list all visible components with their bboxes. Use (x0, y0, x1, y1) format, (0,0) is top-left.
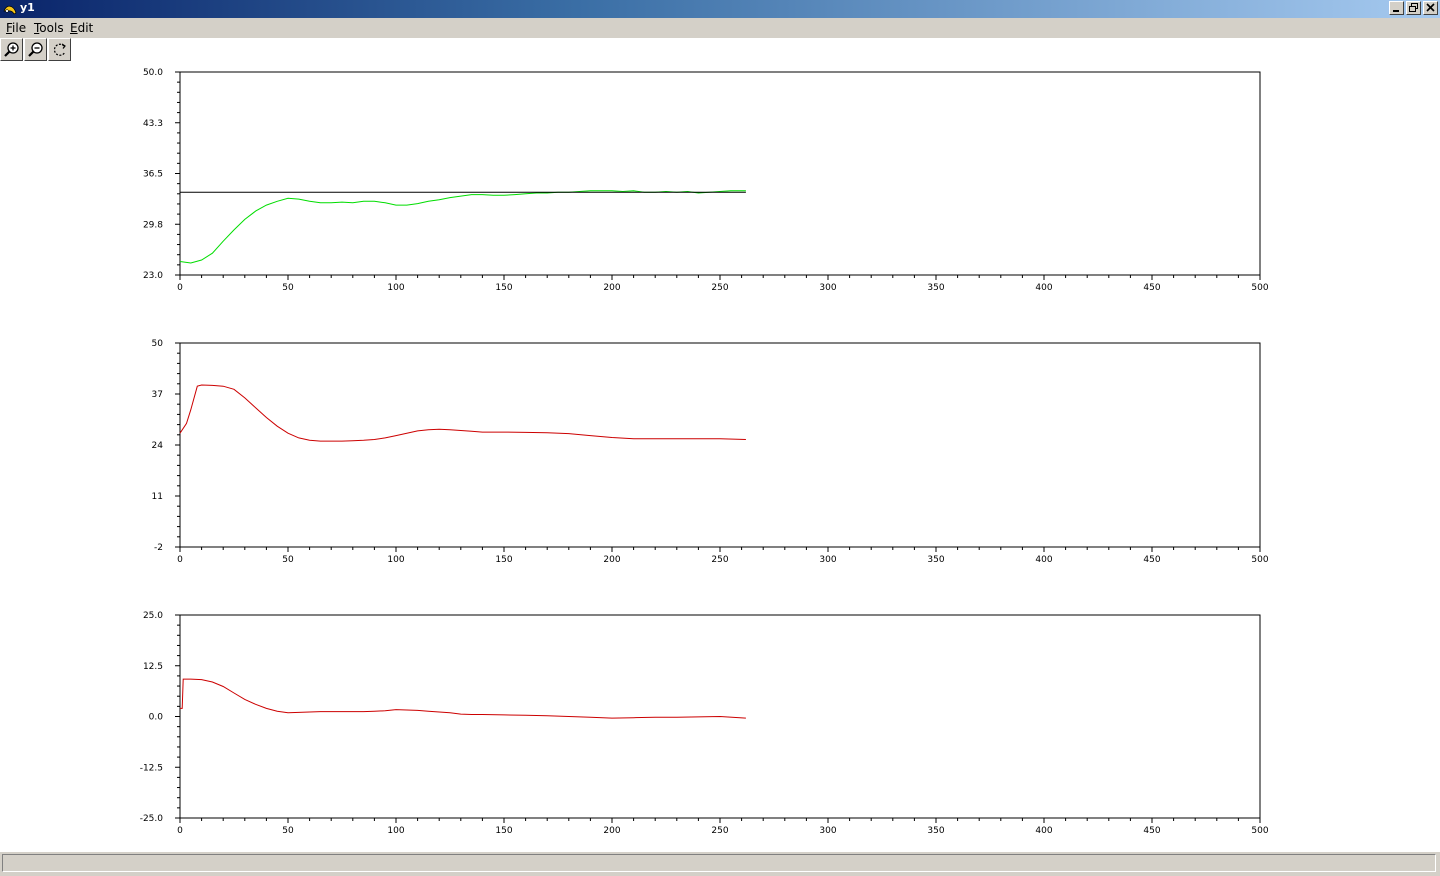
menu-edit-label: dit (77, 21, 94, 35)
y-tick-label: -2 (154, 543, 163, 553)
chart-panel-3: 0 50 100 150 200 250 300 350 400 450 500 -25.0 -12.5… (140, 611, 1269, 836)
x-tick-label: 500 (1251, 283, 1268, 293)
plot-area: 0 50 100 150 200 250 300 350 400 450 50023.029.836… (140, 68, 1269, 836)
x-tick-label: 50 (282, 826, 294, 836)
close-button[interactable] (1423, 1, 1438, 15)
x-tick-label: 50 (282, 555, 294, 565)
x-tick-label: 150 (495, 283, 512, 293)
minimize-button[interactable] (1389, 1, 1404, 15)
plot-frame (179, 342, 1261, 548)
y-tick-label: 23.0 (143, 271, 163, 281)
y-tick-label: 50 (152, 339, 164, 349)
x-tick-label: 150 (495, 826, 512, 836)
x-tick-label: 200 (603, 283, 620, 293)
status-text (2, 854, 1436, 872)
x-tick-label: 500 (1251, 826, 1268, 836)
y-tick-label: 11 (152, 492, 163, 502)
x-tick-label: 100 (387, 826, 404, 836)
y-tick-label: 25.0 (143, 611, 163, 621)
window-controls (1389, 1, 1438, 15)
x-tick-label: 300 (819, 826, 836, 836)
x-tick-label: 0 (177, 283, 183, 293)
y-tick-label: 36.5 (143, 170, 163, 180)
minimize-icon (1393, 10, 1399, 12)
x-tick-label: 450 (1143, 555, 1160, 565)
zoom-out-button[interactable] (24, 38, 47, 61)
x-tick-label: 400 (1035, 283, 1052, 293)
restore-icon (1409, 3, 1418, 12)
menu-tools-label: ools (39, 21, 64, 35)
menu-bar: File Tools Edit (0, 18, 1440, 38)
rotate-icon (53, 43, 66, 56)
x-tick-label: 0 (177, 826, 183, 836)
toolbar (0, 38, 1440, 62)
x-tick-label: 150 (495, 555, 512, 565)
plot-frame (179, 71, 1261, 276)
x-tick-label: 200 (603, 826, 620, 836)
y-tick-label: -25.0 (140, 814, 164, 824)
title-bar: y1 (0, 0, 1440, 18)
x-tick-label: 0 (177, 555, 183, 565)
y-tick-label: 50.0 (143, 68, 163, 78)
x-tick-label: 100 (387, 555, 404, 565)
x-tick-label: 250 (711, 826, 728, 836)
y-tick-label: 43.3 (143, 119, 163, 129)
y-tick-label: 29.8 (143, 220, 163, 230)
x-tick-label: 450 (1143, 826, 1160, 836)
y-tick-label: 12.5 (143, 662, 163, 672)
restore-button[interactable] (1406, 1, 1421, 15)
y-tick-label: -12.5 (140, 763, 163, 773)
rotate-button[interactable] (48, 38, 71, 61)
menu-edit[interactable]: Edit (70, 21, 93, 35)
app-icon (3, 5, 17, 15)
series-line-1 (179, 384, 746, 442)
x-tick-label: 450 (1143, 283, 1160, 293)
chart-panel-1: 0 50 100 150 200 250 300 350 400 450 500 23.0 29.8 36… (143, 68, 1269, 293)
menu-tools[interactable]: Tools (34, 21, 64, 35)
x-tick-label: 350 (927, 283, 944, 293)
menu-file-label: ile (12, 21, 27, 35)
x-tick-label: 250 (711, 283, 728, 293)
series-line-1 (180, 678, 746, 719)
menu-tools-accel: T (34, 21, 40, 35)
zoom-out-icon (28, 42, 43, 57)
x-tick-label: 400 (1035, 826, 1052, 836)
zoom-in-button[interactable] (0, 38, 23, 61)
window-title: y1 (20, 1, 35, 14)
x-tick-label: 200 (603, 555, 620, 565)
x-tick-label: 350 (927, 826, 944, 836)
chart-panel-2: 0 50 100 150 200 250 300 350 400 450 500 -2 11 24 37 50 (152, 339, 1269, 565)
status-bar (0, 852, 1440, 876)
x-tick-label: 50 (282, 283, 294, 293)
zoom-in-icon (4, 42, 19, 57)
x-tick-label: 500 (1251, 555, 1268, 565)
menu-file[interactable]: File (6, 21, 26, 35)
x-tick-label: 250 (711, 555, 728, 565)
y-tick-label: 37 (152, 390, 163, 400)
x-tick-label: 400 (1035, 555, 1052, 565)
close-icon (1426, 3, 1435, 12)
y-tick-label: 0.0 (149, 713, 164, 723)
menu-file-accel: F (6, 21, 13, 35)
x-tick-label: 100 (387, 283, 404, 293)
x-tick-label: 300 (819, 555, 836, 565)
menu-edit-accel: E (70, 21, 78, 35)
x-tick-label: 350 (927, 555, 944, 565)
y-tick-label: 24 (152, 441, 164, 451)
x-tick-label: 300 (819, 283, 836, 293)
